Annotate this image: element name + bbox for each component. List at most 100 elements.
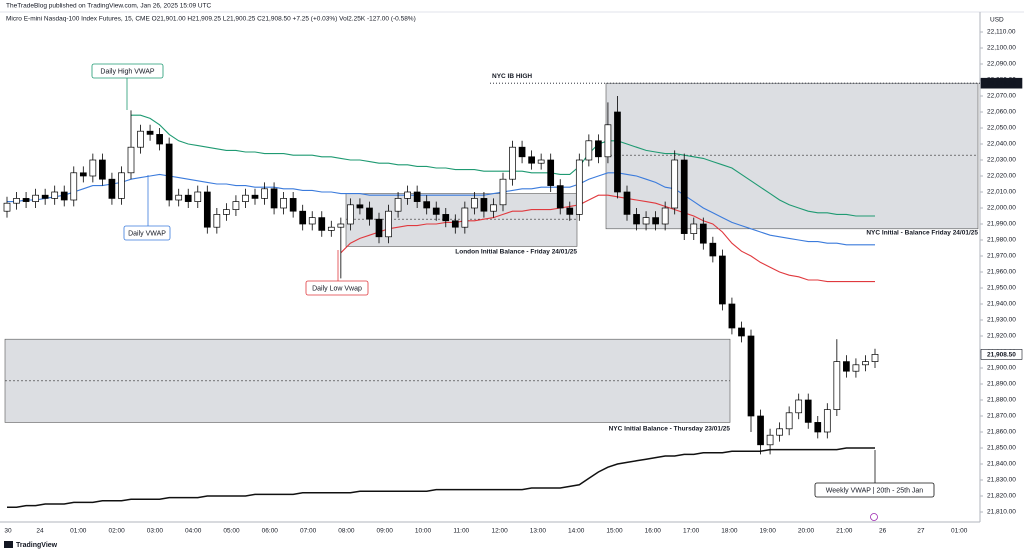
- x-tick-label: 01:00: [70, 528, 87, 535]
- zone-label: London Initial Balance - Friday 24/01/25: [455, 249, 577, 256]
- candle-body: [862, 361, 869, 366]
- y-tick-label: 21,860.00: [987, 429, 1016, 436]
- candle-body: [871, 354, 879, 362]
- y-tick-label: 21,840.00: [987, 461, 1016, 468]
- candle-body: [394, 198, 402, 212]
- candle-body: [509, 146, 516, 180]
- candle-body: [337, 223, 345, 228]
- candle-body: [413, 191, 421, 202]
- candle-body: [423, 201, 431, 209]
- candle-body: [843, 361, 850, 372]
- candle-body: [604, 124, 612, 158]
- candle-body: [461, 207, 469, 228]
- candle-body: [776, 428, 783, 436]
- candle-body: [89, 159, 97, 177]
- y-tick-label: 22,050.00: [987, 125, 1016, 132]
- callout-box: [123, 225, 171, 241]
- candle-body: [852, 364, 860, 372]
- y-tick-label: 22,010.00: [987, 189, 1016, 196]
- vwap-line: [340, 194, 875, 283]
- x-tick-label: 26: [879, 528, 887, 535]
- y-tick-label: 22,000.00: [987, 205, 1016, 212]
- candle-body: [127, 146, 135, 174]
- candle-body: [471, 198, 478, 209]
- candle-body: [728, 303, 736, 329]
- y-tick-label: 22,060.00: [987, 109, 1016, 116]
- candle-body: [537, 159, 545, 164]
- y-tick-label: 22,030.00: [987, 157, 1016, 164]
- x-tick-label: 21:00: [836, 528, 853, 535]
- candle-body: [223, 209, 230, 215]
- candle-body: [175, 194, 183, 201]
- y-tick-label: 21,870.00: [987, 413, 1016, 420]
- candle-body: [261, 188, 268, 199]
- candle-body: [699, 223, 707, 244]
- candle-body: [642, 217, 650, 225]
- candle-body: [585, 140, 593, 161]
- candle-body: [347, 204, 354, 225]
- candle-body: [137, 130, 144, 148]
- x-tick-label: 24: [36, 528, 44, 535]
- candle-body: [766, 434, 774, 446]
- candle-body: [518, 146, 526, 158]
- x-tick-label: 14:00: [568, 528, 585, 535]
- candle-body: [690, 223, 698, 234]
- x-tick-label: 04:00: [185, 528, 202, 535]
- candle-body: [118, 172, 125, 199]
- candle-body: [184, 194, 192, 202]
- candle-body: [499, 178, 507, 206]
- candle-body: [146, 130, 154, 135]
- candle-body: [709, 242, 717, 257]
- y-tick-label: 22,110.00: [987, 29, 1016, 36]
- candle-body: [738, 327, 745, 337]
- x-tick-label: 09:00: [377, 528, 394, 535]
- candle-body: [51, 191, 59, 199]
- candle-body: [633, 214, 640, 225]
- x-tick-label: 12:00: [491, 528, 508, 535]
- x-tick-label: 19:00: [760, 528, 777, 535]
- candle-body: [232, 201, 240, 210]
- y-tick-label: 22,100.00: [987, 45, 1016, 52]
- candle-body: [833, 361, 841, 410]
- candle-body: [70, 172, 78, 201]
- event-icon[interactable]: [870, 513, 878, 521]
- candle-body: [814, 422, 822, 433]
- candle-body: [480, 198, 488, 212]
- candle-body: [442, 214, 450, 222]
- candle-body: [3, 202, 11, 212]
- price-tag-label: 22,078.00: [987, 80, 1016, 87]
- callout-box: [814, 482, 935, 498]
- legend-label: Weekly VWAP | 20th - 25th Jan: [826, 487, 924, 494]
- candle-body: [757, 415, 764, 446]
- y-tick-label: 21,830.00: [987, 477, 1016, 484]
- candle-body: [99, 159, 106, 180]
- candle-body: [795, 399, 803, 414]
- candle-body: [318, 217, 326, 231]
- candle-body: [566, 207, 574, 215]
- x-tick-label: 05:00: [223, 528, 240, 535]
- candle-body: [251, 194, 259, 199]
- candle-body: [79, 172, 87, 177]
- candle-body: [242, 194, 249, 202]
- x-tick-label: 02:00: [108, 528, 125, 535]
- y-tick-label: 21,970.00: [987, 253, 1016, 260]
- x-tick-label: 15:00: [606, 528, 623, 535]
- y-tick-label: 21,940.00: [987, 301, 1016, 308]
- x-tick-label: 06:00: [262, 528, 279, 535]
- x-tick-label: 13:00: [530, 528, 547, 535]
- vwap-line: [7, 447, 875, 508]
- candle-body: [747, 335, 755, 417]
- candle-body: [785, 412, 793, 430]
- candle-body: [614, 111, 621, 193]
- candle-body: [60, 191, 68, 201]
- x-tick-label: 03:00: [147, 528, 164, 535]
- candle-body: [280, 198, 287, 209]
- y-tick-label: 21,810.00: [987, 509, 1016, 516]
- y-tick-label: 21,890.00: [987, 381, 1016, 388]
- level-label: NYC IB HIGH: [492, 73, 532, 80]
- currency: USD: [990, 17, 1004, 24]
- candle-body: [299, 210, 307, 225]
- symbol-line: Micro E-mini Nasdaq-100 Index Futures, 1…: [6, 16, 416, 23]
- candle-body: [556, 185, 564, 209]
